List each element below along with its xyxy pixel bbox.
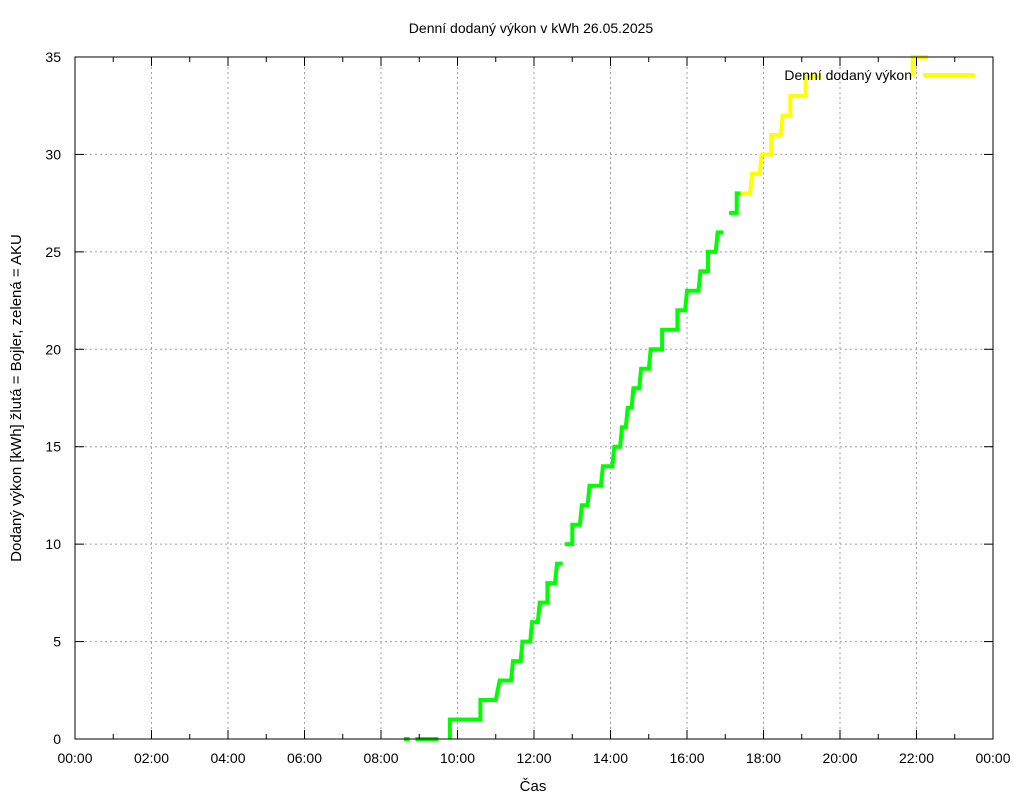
x-axis-label: Čas [520,778,547,795]
x-tick-label: 04:00 [210,750,245,766]
y-tick-label: 25 [45,244,61,260]
y-tick-labels: 0 5 10 15 20 25 30 35 [45,49,61,747]
x-tick-label: 20:00 [822,750,857,766]
y-tick-label: 5 [53,634,61,650]
y-axis-label: Dodaný výkon [kWh] žlutá = Bojler, zelen… [8,234,25,562]
x-tick-label: 18:00 [746,750,781,766]
grid [75,57,993,739]
y-tick-label: 35 [45,49,61,65]
x-tick-label: 12:00 [516,750,551,766]
legend: Denní dodaný výkon [784,67,975,83]
x-tick-label: 14:00 [593,750,628,766]
series-line-segment [447,561,563,739]
series-group [403,55,928,741]
axis-ticks [74,56,994,740]
legend-label: Denní dodaný výkon [784,67,912,83]
series-line-segment [564,230,724,547]
y-tick-label: 15 [45,439,61,455]
x-tick-label: 00:00 [975,750,1010,766]
x-tick-label: 02:00 [134,750,169,766]
x-tick-label: 00:00 [57,750,92,766]
x-tick-label: 08:00 [363,750,398,766]
x-tick-labels: 00:00 02:00 04:00 06:00 08:00 10:00 12:00 14:00… [57,750,1010,766]
x-tick-label: 22:00 [899,750,934,766]
series-line-segment [729,191,741,215]
x-tick-label: 16:00 [669,750,704,766]
chart-title: Denní dodaný výkon v kWh 26.05.2025 [409,20,654,36]
x-tick-label: 10:00 [440,750,475,766]
y-tick-label: 10 [45,536,61,552]
y-tick-label: 0 [53,731,61,747]
series-line-segment [740,74,821,196]
y-tick-label: 30 [45,146,61,162]
y-tick-label: 20 [45,341,61,357]
x-tick-label: 06:00 [287,750,322,766]
